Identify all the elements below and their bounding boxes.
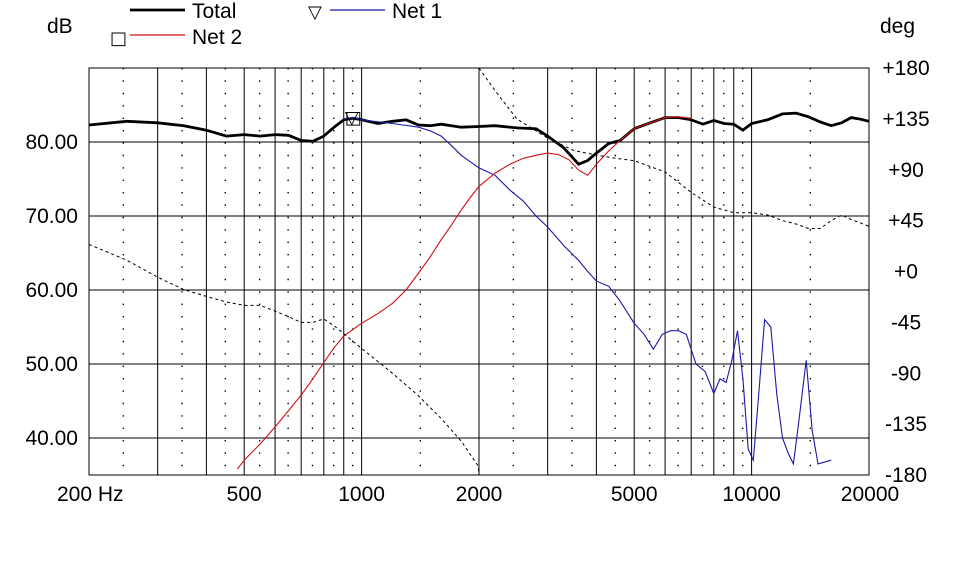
series-marker: ▽ — [345, 108, 359, 129]
legend-item-net-2: Net 2 □ — [110, 26, 242, 49]
y-right-tick-label: +0 — [894, 261, 918, 284]
x-tick-labels: 200 Hz 500 1000 2000 5000 10000 20000 — [57, 483, 899, 506]
y-right-tick-label: -90 — [891, 362, 921, 385]
left-axis-unit: dB — [47, 15, 73, 38]
y-left-tick-label: 50.00 — [25, 353, 78, 376]
series-line-phase — [88, 67, 870, 476]
legend-marker: ▽ — [308, 2, 322, 23]
legend: Total Net 1 ▽ Net 2 □ — [110, 0, 442, 49]
x-tick-label: 10000 — [722, 483, 780, 506]
y-left-tick-labels: 80.00 70.00 60.00 50.00 40.00 — [25, 131, 78, 450]
legend-label: Total — [192, 0, 236, 23]
x-tick-label: 500 — [227, 483, 262, 506]
y-left-tick-label: 80.00 — [25, 131, 78, 154]
y-left-tick-label: 60.00 — [25, 279, 78, 302]
x-tick-label: 200 Hz — [57, 483, 124, 506]
y-right-tick-label: +135 — [882, 108, 929, 131]
legend-item-total: Total — [130, 0, 236, 23]
y-right-tick-labels: +180 +135 +90 +45 +0 -45 -90 -135 -180 — [882, 57, 929, 487]
x-tick-label: 5000 — [611, 483, 658, 506]
y-left-tick-label: 70.00 — [25, 205, 78, 228]
y-right-tick-label: -135 — [885, 413, 927, 436]
series-layer — [88, 67, 870, 476]
right-axis-unit: deg — [880, 15, 915, 38]
legend-marker: □ — [110, 28, 127, 49]
markers-layer: ▽□ — [345, 108, 362, 129]
y-right-tick-label: -45 — [891, 311, 921, 334]
y-left-tick-label: 40.00 — [25, 427, 78, 450]
plot-frame — [88, 67, 870, 476]
y-right-tick-label: +45 — [888, 210, 924, 233]
y-right-tick-label: -180 — [885, 464, 927, 487]
legend-label: Net 2 — [192, 26, 242, 49]
series-line-net-1 — [343, 117, 832, 466]
series-marker: □ — [345, 108, 362, 129]
x-tick-label: 2000 — [456, 483, 503, 506]
series-line-net-2 — [236, 116, 692, 470]
series-line-total — [88, 111, 870, 166]
y-right-tick-label: +180 — [882, 57, 929, 80]
y-right-tick-label: +90 — [888, 159, 924, 182]
x-tick-label: 1000 — [338, 483, 385, 506]
minor-grid — [122, 68, 811, 475]
legend-item-net-1: Net 1 ▽ — [308, 0, 442, 23]
legend-label: Net 1 — [392, 0, 442, 23]
x-tick-label: 20000 — [841, 483, 899, 506]
